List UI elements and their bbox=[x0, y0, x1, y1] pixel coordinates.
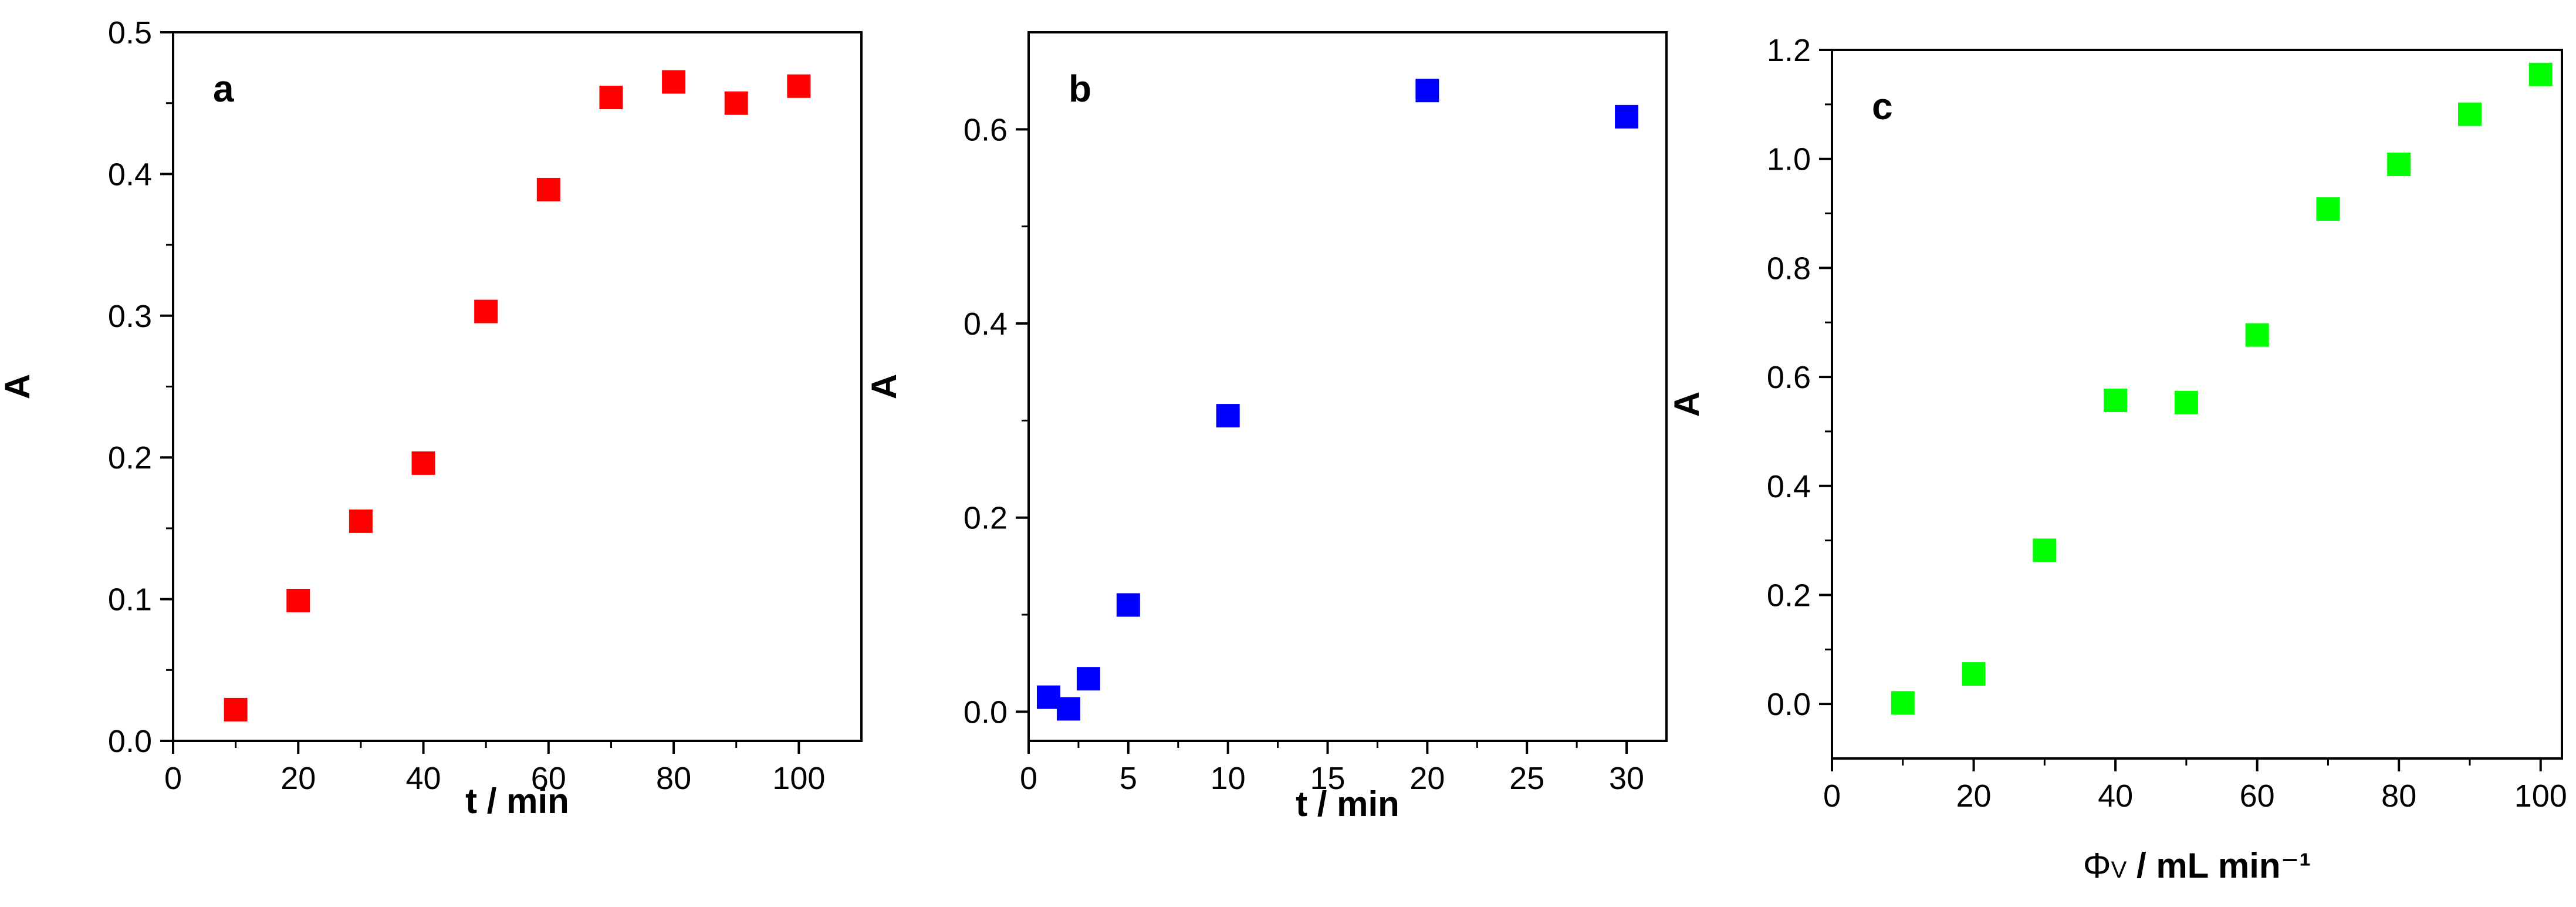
data-point bbox=[599, 86, 623, 110]
x-axis-title: ΦV / mL min⁻¹ bbox=[2083, 846, 2311, 885]
data-point bbox=[2033, 538, 2057, 562]
panel-c: 0 20 40 60 80 100 0.0 0.2 0.4 0.6 0.8 1.0 1.2 ΦV / mL… bbox=[1667, 33, 2567, 885]
data-point bbox=[2316, 197, 2340, 221]
x-tick-label: 20 bbox=[1956, 778, 1992, 814]
data-point bbox=[2174, 390, 2198, 414]
x-tick-label: 0 bbox=[1823, 778, 1841, 814]
x-axis-title-units: / mL min⁻¹ bbox=[2127, 846, 2311, 885]
data-point bbox=[1891, 691, 1915, 715]
data-point bbox=[474, 299, 498, 323]
y-tick-label: 0.0 bbox=[108, 724, 152, 759]
data-point bbox=[662, 70, 686, 94]
y-tick-label: 0.2 bbox=[1767, 578, 1811, 613]
data-point bbox=[1962, 662, 1986, 686]
x-tick-label: 100 bbox=[2514, 778, 2567, 814]
plot-frame bbox=[172, 31, 863, 742]
y-axis-title: A bbox=[1667, 392, 1706, 417]
y-axis-title: A bbox=[0, 374, 37, 399]
y-tick-label: 0.2 bbox=[108, 440, 152, 476]
data-point bbox=[1036, 685, 1060, 709]
data-point bbox=[536, 177, 560, 201]
y-axis-title: A bbox=[864, 374, 904, 399]
panel-label: c bbox=[1872, 85, 1893, 127]
x-tick-label: 60 bbox=[531, 761, 566, 796]
y-tick-label: 0.3 bbox=[108, 299, 152, 334]
data-point bbox=[2528, 62, 2553, 86]
data-point bbox=[2457, 102, 2482, 126]
x-tick-label: 60 bbox=[2240, 778, 2275, 814]
x-tick-label: 100 bbox=[772, 761, 825, 796]
x-tick-label: 15 bbox=[1310, 761, 1345, 796]
x-axis-title: t / min bbox=[1296, 784, 1399, 824]
x-axis-title-symbol: Φ bbox=[2083, 846, 2111, 885]
y-tick-label: 0.0 bbox=[964, 694, 1008, 730]
y-tick-label: 0.2 bbox=[964, 501, 1008, 536]
data-point bbox=[2387, 152, 2411, 176]
data-point bbox=[1615, 104, 1639, 129]
panel-label: a bbox=[213, 68, 234, 110]
data-point bbox=[1415, 79, 1439, 103]
y-tick-label: 0.5 bbox=[108, 15, 152, 50]
x-tick-label: 30 bbox=[1609, 761, 1644, 796]
y-tick-label: 1.2 bbox=[1767, 33, 1811, 68]
y-tick-label: 0.6 bbox=[1767, 360, 1811, 395]
y-tick-label: 0.0 bbox=[1767, 687, 1811, 722]
panel-a: 0 20 40 60 80 100 0.0 0.1 0.2 0.3 0.4 0.5 t / min Aa bbox=[0, 15, 863, 821]
x-tick-label: 40 bbox=[2098, 778, 2133, 814]
x-tick-label: 20 bbox=[280, 761, 316, 796]
x-tick-label: 20 bbox=[1409, 761, 1445, 796]
y-tick-label: 0.4 bbox=[964, 306, 1008, 342]
x-tick-label: 10 bbox=[1211, 761, 1246, 796]
x-axis-title: t / min bbox=[465, 781, 569, 821]
x-tick-label: 25 bbox=[1509, 761, 1544, 796]
x-axis-title-subscript: V bbox=[2111, 857, 2127, 883]
data-point bbox=[2104, 389, 2128, 413]
x-tick-label: 40 bbox=[406, 761, 441, 796]
data-point bbox=[1216, 404, 1240, 428]
x-tick-label: 80 bbox=[2381, 778, 2416, 814]
data-point bbox=[1116, 593, 1140, 617]
panel-b: 0 5 10 15 20 25 30 0.0 0.2 0.4 0.6 t / min Ab bbox=[864, 31, 1668, 824]
panel-label: b bbox=[1069, 68, 1091, 110]
data-point bbox=[286, 589, 310, 613]
y-tick-label: 0.1 bbox=[108, 582, 152, 618]
plot-frame bbox=[1831, 49, 2563, 760]
data-point bbox=[2245, 323, 2269, 347]
data-point bbox=[1076, 667, 1100, 691]
plot-frame bbox=[1027, 31, 1668, 742]
y-tick-label: 1.0 bbox=[1767, 142, 1811, 177]
data-point bbox=[349, 509, 373, 533]
data-point bbox=[1056, 697, 1080, 721]
data-point bbox=[787, 74, 811, 98]
y-tick-label: 0.8 bbox=[1767, 251, 1811, 286]
x-tick-label: 0 bbox=[1020, 761, 1037, 796]
y-tick-label: 0.4 bbox=[1767, 469, 1811, 504]
data-point bbox=[224, 697, 248, 721]
x-tick-label: 0 bbox=[164, 761, 182, 796]
data-point bbox=[724, 91, 748, 115]
y-tick-label: 0.6 bbox=[964, 112, 1008, 147]
y-tick-label: 0.4 bbox=[108, 157, 152, 192]
data-point bbox=[411, 451, 435, 475]
x-tick-label: 5 bbox=[1120, 761, 1137, 796]
x-tick-label: 80 bbox=[656, 761, 691, 796]
